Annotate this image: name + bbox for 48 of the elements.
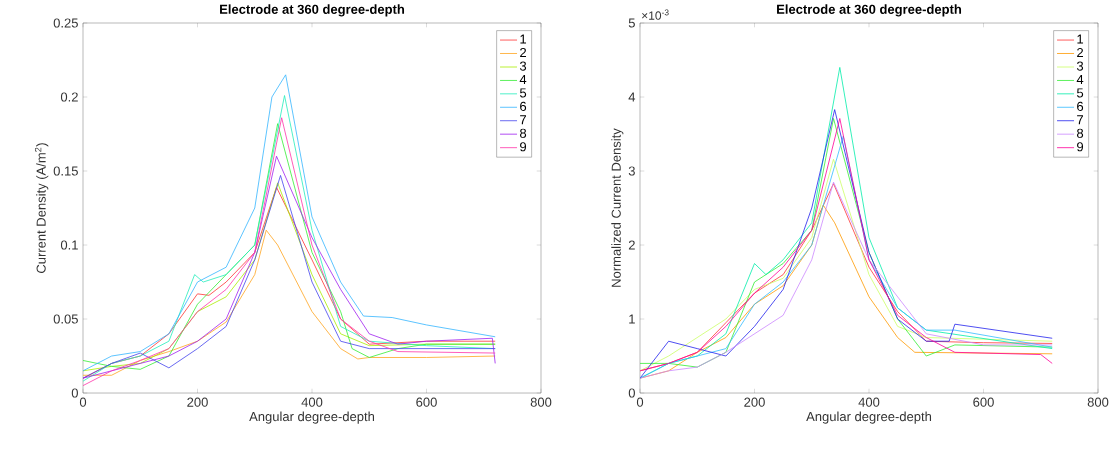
y-axis-title: Current Density (A/m$^{2}$) xyxy=(34,143,49,273)
x-tick-label: 400 xyxy=(858,397,880,407)
legend-label: 7 xyxy=(1077,115,1084,125)
x-tick-label: 0 xyxy=(636,397,644,407)
x-axis-title: Angular degree-depth xyxy=(249,411,375,424)
legend-label: 7 xyxy=(520,115,527,125)
y-tick-label: 3 xyxy=(628,166,635,176)
y-tick-label: 0.25 xyxy=(53,18,78,28)
y-tick-label: 2 xyxy=(628,240,635,250)
legend-label: 8 xyxy=(1077,128,1084,138)
x-tick-label: 200 xyxy=(187,397,208,407)
y-axis-title: Normalized Current Density xyxy=(611,128,624,287)
x-tick-label: 400 xyxy=(301,397,323,407)
legend-label: 4 xyxy=(519,75,527,84)
legend-label: 8 xyxy=(520,128,527,138)
y-tick-label: 0 xyxy=(628,388,635,398)
y-tick-label: 5 xyxy=(628,18,635,28)
line-series xyxy=(83,229,496,376)
legend-label: 1 xyxy=(520,34,527,44)
legend-label: 4 xyxy=(1076,75,1084,84)
x-tick-label: 800 xyxy=(1087,397,1109,407)
legend-label: 1 xyxy=(1077,34,1084,44)
x-tick-label: 600 xyxy=(416,397,437,407)
legend-label: 5 xyxy=(519,88,527,98)
y-tick-label: 0.1 xyxy=(60,240,78,250)
legend-label: 9 xyxy=(1077,142,1084,152)
y-tick-label: 4 xyxy=(628,92,636,102)
legend-label: 9 xyxy=(520,142,527,152)
x-tick-label: 0 xyxy=(79,397,87,407)
y-tick-label: 0.2 xyxy=(60,92,78,102)
legend-label: 2 xyxy=(1077,47,1084,58)
y-tick-label: 0.15 xyxy=(53,166,78,176)
legend-label: 6 xyxy=(1077,101,1084,111)
x-tick-label: 800 xyxy=(530,397,552,407)
chart-title: Electrode at 360 degree-depth xyxy=(777,4,962,17)
x-tick-label: 200 xyxy=(744,397,765,407)
text: ×10$^{-3}$ xyxy=(642,9,669,20)
x-tick-label: 600 xyxy=(973,397,994,407)
legend-label: 2 xyxy=(520,47,527,58)
chart-title: Electrode at 360 degree-depth xyxy=(220,4,405,17)
legend-label: 5 xyxy=(1076,88,1084,98)
x-axis-title: Angular degree-depth xyxy=(806,411,932,424)
legend-label: 6 xyxy=(520,101,527,111)
y-tick-label: 0 xyxy=(71,388,78,398)
legend-label: 3 xyxy=(1076,61,1084,71)
y-tick-label: 1 xyxy=(629,314,635,324)
y-tick-label: 0.05 xyxy=(53,314,78,324)
legend-label: 3 xyxy=(519,61,527,71)
